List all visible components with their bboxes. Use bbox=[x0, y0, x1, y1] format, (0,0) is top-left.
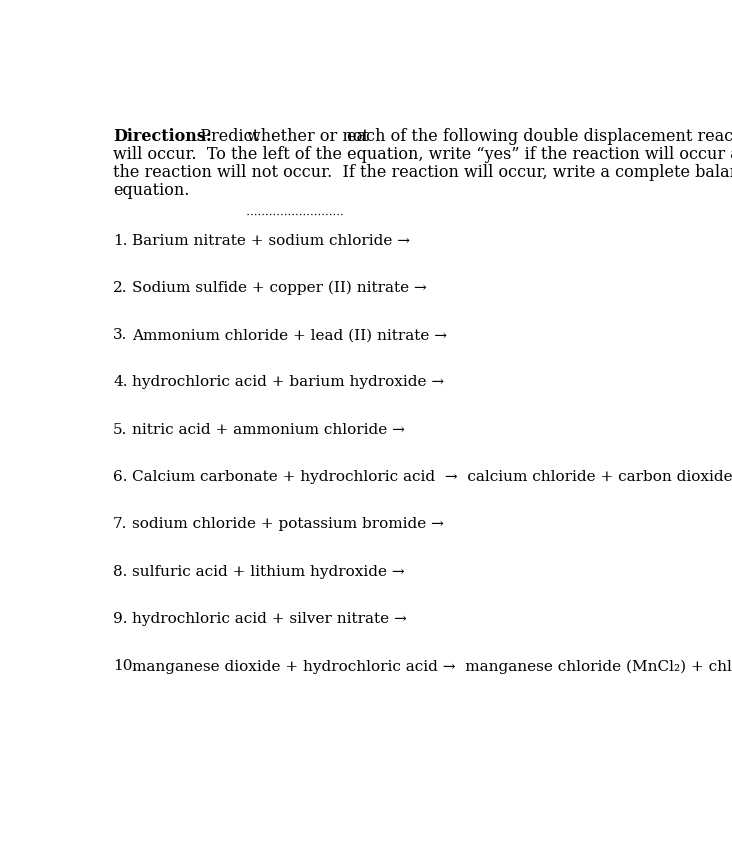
Text: 7.: 7. bbox=[113, 517, 127, 532]
Text: the reaction will not occur.  If the reaction will occur, write a complete balan: the reaction will not occur. If the reac… bbox=[113, 164, 732, 182]
Text: Barium nitrate + sodium chloride →: Barium nitrate + sodium chloride → bbox=[132, 234, 411, 247]
Text: 5.: 5. bbox=[113, 423, 127, 436]
Text: Predict: Predict bbox=[190, 128, 264, 145]
Text: 6.: 6. bbox=[113, 470, 127, 484]
Text: sulfuric acid + lithium hydroxide →: sulfuric acid + lithium hydroxide → bbox=[132, 564, 405, 579]
Text: Directions:: Directions: bbox=[113, 128, 212, 145]
Text: manganese dioxide + hydrochloric acid →  manganese chloride (MnCl₂) + chlorine  : manganese dioxide + hydrochloric acid → … bbox=[132, 659, 732, 674]
Text: 8.: 8. bbox=[113, 564, 127, 579]
Text: 4.: 4. bbox=[113, 375, 127, 389]
Text: hydrochloric acid + barium hydroxide →: hydrochloric acid + barium hydroxide → bbox=[132, 375, 444, 389]
Text: 9.: 9. bbox=[113, 612, 127, 626]
Text: whether or not: whether or not bbox=[247, 128, 369, 145]
Text: 3.: 3. bbox=[113, 328, 127, 342]
Text: 2.: 2. bbox=[113, 281, 127, 295]
Text: Sodium sulfide + copper (II) nitrate →: Sodium sulfide + copper (II) nitrate → bbox=[132, 281, 427, 295]
Text: Calcium carbonate + hydrochloric acid  →  calcium chloride + carbon dioxide + wa: Calcium carbonate + hydrochloric acid → … bbox=[132, 470, 732, 484]
Text: hydrochloric acid + silver nitrate →: hydrochloric acid + silver nitrate → bbox=[132, 612, 407, 626]
Text: sodium chloride + potassium bromide →: sodium chloride + potassium bromide → bbox=[132, 517, 444, 532]
Text: each of the following double displacement reactions: each of the following double displacemen… bbox=[342, 128, 732, 145]
Text: nitric acid + ammonium chloride →: nitric acid + ammonium chloride → bbox=[132, 423, 406, 436]
Text: 10.: 10. bbox=[113, 659, 138, 673]
Text: will occur.  To the left of the equation, write “yes” if the reaction will occur: will occur. To the left of the equation,… bbox=[113, 146, 732, 163]
Text: equation.: equation. bbox=[113, 182, 190, 199]
Text: 1.: 1. bbox=[113, 234, 127, 247]
Text: Ammonium chloride + lead (II) nitrate →: Ammonium chloride + lead (II) nitrate → bbox=[132, 328, 447, 342]
